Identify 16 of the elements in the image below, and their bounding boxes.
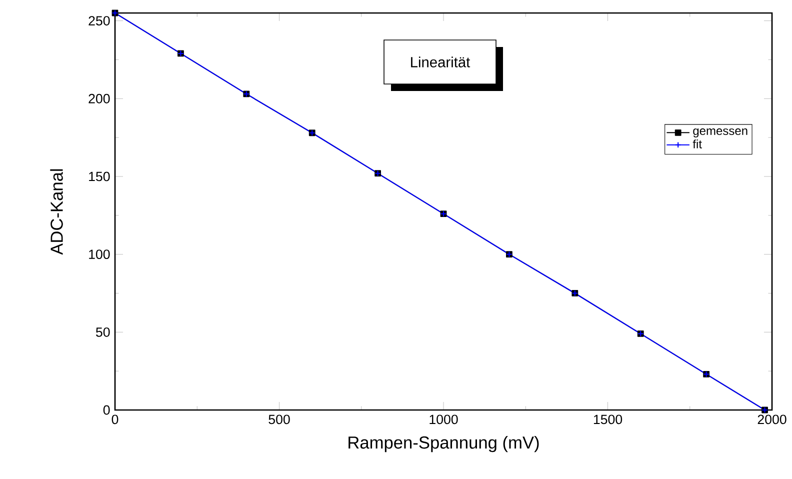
x-tick-label: 1500 <box>594 414 622 424</box>
x-tick-label: 500 <box>268 414 290 424</box>
x-tick-label: 0 <box>112 414 118 424</box>
legend-label: gemessen <box>693 128 748 138</box>
x-axis-title: Rampen-Spannung (mV) <box>348 436 539 452</box>
y-tick-label: 200 <box>88 94 110 104</box>
y-tick-label: 250 <box>88 16 110 26</box>
x-tick-label: 2000 <box>758 414 786 424</box>
y-tick-label: 150 <box>89 172 110 182</box>
x-tick-label: 1000 <box>430 414 458 424</box>
y-axis-title: ADC-Kanal <box>50 169 63 255</box>
y-tick-label: 100 <box>89 250 110 260</box>
y-tick-label: 0 <box>103 405 110 415</box>
y-tick-label: 50 <box>96 327 110 337</box>
legend-label: fit <box>692 140 702 148</box>
annotation: Linearität <box>411 56 470 68</box>
